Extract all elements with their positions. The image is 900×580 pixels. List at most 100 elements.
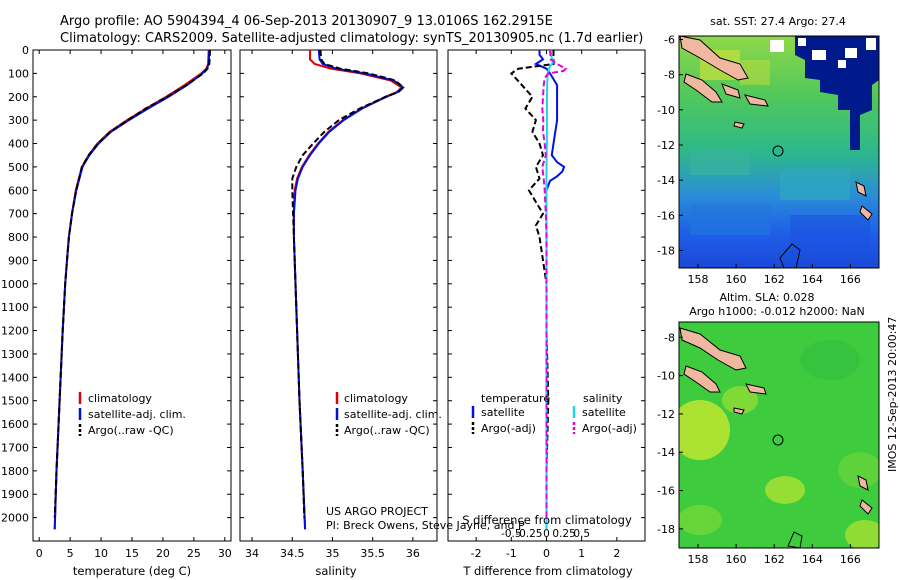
legend-satellite-adj: satellite-adj. clim. — [88, 408, 186, 421]
x-tick-label: 10 — [94, 547, 108, 560]
y-tick-label: 1800 — [1, 465, 29, 478]
map-y-tick-label: -18 — [657, 523, 675, 536]
map-y-tick-label: -14 — [657, 174, 675, 187]
sla-map — [679, 322, 879, 548]
map-x-tick-label: 158 — [688, 273, 709, 286]
sla-map-title-1: Altim. SLA: 0.028 — [719, 291, 814, 304]
y-tick-label: 400 — [8, 138, 29, 151]
y-tick-label: 1500 — [1, 395, 29, 408]
legend-climatology: climatology — [88, 392, 152, 405]
salinity-legend: climatology satellite-adj. clim. Argo(..… — [335, 392, 442, 437]
y-tick-label: 600 — [8, 184, 29, 197]
legend-satellite-adj: satellite-adj. clim. — [344, 408, 442, 421]
legend-header-temperature: temperature — [481, 392, 550, 405]
y-tick-label: 1100 — [1, 301, 29, 314]
temperature-xlabel: temperature (deg C) — [73, 564, 191, 578]
sst-map-title: sat. SST: 27.4 Argo: 27.4 — [710, 15, 846, 28]
map-y-tick-label: -10 — [657, 370, 675, 383]
x-tick-label: 2 — [613, 547, 620, 560]
temperature-legend: climatology satellite-adj. clim. Argo(..… — [78, 392, 186, 437]
map-y-tick-label: -14 — [657, 446, 675, 459]
x-tick-label: 5 — [67, 547, 74, 560]
x-tick-label: 25 — [187, 547, 201, 560]
x-tick-label: -2 — [471, 547, 482, 560]
x-tick-label-salinity: -0.5 — [501, 528, 522, 540]
map-y-tick-label: -16 — [657, 209, 675, 222]
difference-legend: temperature salinity satellite Argo(-adj… — [471, 392, 637, 435]
y-tick-label: 500 — [8, 161, 29, 174]
map-x-tick-label: 164 — [802, 273, 823, 286]
title-line-2: Climatology: CARS2009. Satellite-adjuste… — [60, 31, 643, 46]
map-y-tick-label: -8 — [664, 331, 675, 344]
difference-xlabel-2: S difference from climatology — [462, 513, 632, 527]
map-x-tick-label: 166 — [840, 553, 861, 566]
credit-line-1: US ARGO PROJECT — [326, 505, 428, 518]
legend-argo: Argo(..raw -QC) — [344, 424, 430, 437]
y-tick-label: 900 — [8, 254, 29, 267]
y-tick-label: 300 — [8, 114, 29, 127]
x-tick-label-salinity: 0.5 — [573, 528, 590, 540]
x-tick-label: 35 — [325, 547, 339, 560]
y-tick-label: 800 — [8, 231, 29, 244]
map-y-tick-label: -18 — [657, 244, 675, 257]
x-tick-label-salinity: -0.25 — [515, 528, 542, 540]
y-tick-label: 1600 — [1, 418, 29, 431]
legend-header-salinity: salinity — [583, 392, 623, 405]
legend-temp-satellite: satellite — [481, 406, 525, 419]
map-y-tick-label: -12 — [657, 139, 675, 152]
map-y-tick-label: -8 — [664, 69, 675, 82]
x-tick-label-salinity: 0.25 — [552, 528, 575, 540]
legend-climatology: climatology — [344, 392, 408, 405]
y-tick-label: 2000 — [1, 512, 29, 525]
series-line-argo-raw-qc- — [291, 49, 405, 518]
temperature-axes — [32, 49, 232, 542]
sst-map — [679, 36, 879, 268]
x-tick-label: 1 — [578, 547, 585, 560]
map-x-tick-label: 162 — [764, 273, 785, 286]
argo-position-marker — [772, 434, 784, 446]
x-tick-label: 34.5 — [280, 547, 305, 560]
temperature-plot: 0 5 10 15 20 25 300100200300400500600700800900… — [1, 44, 232, 560]
y-tick-label: 1200 — [1, 325, 29, 338]
credit-line-2: PI: Breck Owens, Steve Jayne, and P — [326, 519, 525, 532]
sla-map-axes: 158 160 162 164 166 -8 -10 -12 -14 -16 -18 — [657, 331, 861, 566]
y-tick-label: 1400 — [1, 371, 29, 384]
y-tick-label: 700 — [8, 208, 29, 221]
difference-xlabel: T difference from climatology — [462, 564, 633, 578]
legend-temp-argo: Argo(-adj) — [481, 422, 536, 435]
x-tick-label: 34 — [245, 547, 259, 560]
salinity-xlabel: salinity — [315, 564, 356, 578]
x-tick-label: 30 — [218, 547, 232, 560]
salinity-axes — [239, 49, 438, 542]
y-tick-label: 200 — [8, 91, 29, 104]
x-tick-label: -1 — [506, 547, 517, 560]
map-x-tick-label: 160 — [726, 553, 747, 566]
x-tick-label: 36 — [406, 547, 420, 560]
y-tick-label: 1300 — [1, 348, 29, 361]
series-line-argo-raw-qc- — [53, 49, 211, 518]
imos-timestamp: IMOS 12-Sep-2013 20:00:47 — [886, 317, 899, 472]
map-x-tick-label: 160 — [726, 273, 747, 286]
salinity-plot: 34 34.5 35 35.5 36 — [240, 49, 437, 560]
argo-position-marker — [772, 145, 784, 157]
map-x-tick-label: 164 — [802, 553, 823, 566]
series-line-salinity-argo-adj- — [541, 49, 568, 518]
map-y-tick-label: -16 — [657, 485, 675, 498]
y-tick-label: 1000 — [1, 278, 29, 291]
legend-sal-argo: Argo(-adj) — [582, 422, 637, 435]
sst-map-axes: 158 160 162 164 166 -6 -8 -10 -12 -14 -16 -18 — [657, 34, 861, 286]
y-tick-label: 0 — [22, 44, 29, 57]
x-tick-label-salinity: 0 — [543, 528, 550, 540]
map-y-tick-label: -6 — [664, 34, 675, 47]
x-tick-label: 35.5 — [360, 547, 385, 560]
x-tick-label: 0 — [36, 547, 43, 560]
y-tick-label: 1900 — [1, 488, 29, 501]
map-x-tick-label: 158 — [688, 553, 709, 566]
legend-sal-satellite: satellite — [582, 406, 626, 419]
y-tick-label: 100 — [8, 67, 29, 80]
map-x-tick-label: 162 — [764, 553, 785, 566]
map-y-tick-label: -10 — [657, 104, 675, 117]
y-tick-label: 1700 — [1, 441, 29, 454]
x-tick-label: 15 — [125, 547, 139, 560]
